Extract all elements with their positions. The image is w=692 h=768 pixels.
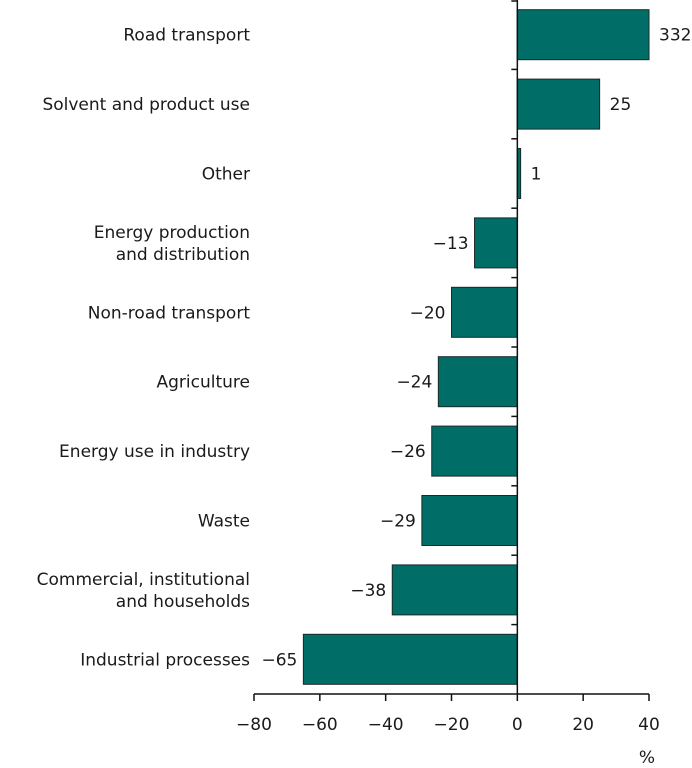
category-label: Energy production and distribution (94, 223, 250, 265)
value-label: −29 (380, 512, 416, 532)
bar (421, 495, 518, 546)
x-tick-label: 20 (572, 715, 594, 735)
category-label: Waste (198, 512, 250, 532)
value-label: −24 (396, 373, 432, 393)
value-label: 1 (531, 165, 542, 185)
category-label-line: Waste (198, 512, 250, 532)
category-label-line: Commercial, institutional (37, 570, 250, 590)
value-label: −65 (261, 650, 297, 670)
category-label-line: Industrial processes (80, 650, 250, 670)
category-label-line: and distribution (116, 245, 250, 265)
category-label: Other (202, 165, 250, 185)
x-axis-unit-label: % (639, 748, 655, 768)
bar (431, 425, 518, 477)
category-label-line: Energy production (94, 223, 250, 243)
category-label-line: Non-road transport (88, 303, 251, 323)
category-label-line: Energy use in industry (59, 442, 250, 462)
value-label: −20 (410, 303, 446, 323)
bar (437, 356, 518, 408)
x-tick-label: −80 (236, 715, 272, 735)
category-label-line: Solvent and product use (42, 95, 250, 115)
value-label: 25 (610, 95, 632, 115)
category-label-line: and households (116, 592, 250, 612)
bar (451, 286, 518, 338)
bar (474, 217, 518, 269)
value-label: 332 (659, 26, 691, 46)
bar (302, 633, 518, 685)
x-tick-label: −20 (434, 715, 470, 735)
category-label-line: Other (202, 165, 250, 185)
category-label-line: Road transport (123, 26, 250, 46)
value-label: −26 (390, 442, 426, 462)
category-label: Non-road transport (88, 303, 251, 323)
category-label: Energy use in industry (59, 442, 250, 462)
x-tick-label: −40 (368, 715, 404, 735)
value-label: −38 (350, 581, 386, 601)
category-label: Agriculture (157, 373, 251, 393)
category-label: Industrial processes (80, 650, 250, 670)
x-tick-label: 40 (638, 715, 660, 735)
x-tick-label: −60 (302, 715, 338, 735)
category-label: Solvent and product use (42, 95, 250, 115)
bar (391, 564, 518, 616)
bar (516, 78, 601, 130)
x-tick-label: 0 (512, 715, 523, 735)
category-label-line: Agriculture (157, 373, 251, 393)
bar (516, 9, 650, 61)
value-label: −13 (433, 234, 469, 254)
category-label: Road transport (123, 26, 250, 46)
category-label: Commercial, institutional and households (37, 570, 251, 612)
